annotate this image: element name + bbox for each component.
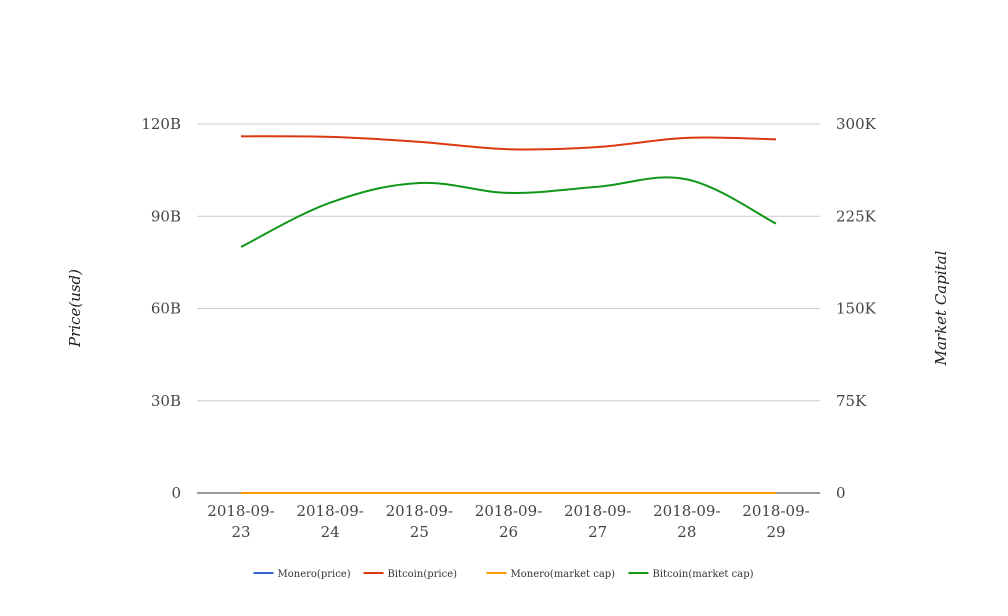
legend-label: Monero(market cap) [511, 569, 616, 580]
right-axis-ticks: 0 75K 150K 225K 300K [836, 115, 877, 502]
legend-label: Monero(price) [278, 569, 351, 580]
series-lines [240, 135, 777, 495]
legend-item-monero-market-cap[interactable]: Monero(market cap) [486, 569, 616, 580]
right-tick-label: 225K [836, 207, 877, 225]
series-line-bitcoin-market-cap [240, 176, 777, 248]
left-tick-label: 60B [151, 300, 181, 318]
right-axis-title: Market Capital [932, 250, 950, 366]
x-tick-label: 2018-09-29 [742, 502, 809, 541]
legend-label: Bitcoin(price) [388, 569, 458, 580]
x-tick-label: 2018-09-23 [207, 502, 274, 541]
x-tick-label: 2018-09-27 [564, 502, 631, 541]
gridlines [197, 123, 820, 402]
series-line-bitcoin-price [240, 135, 777, 151]
legend[interactable]: Monero(price) Bitcoin(price) Monero(market… [253, 569, 754, 580]
left-axis-ticks: 0 30B 60B 90B 120B [141, 115, 181, 502]
left-tick-label: 0 [171, 484, 181, 502]
x-axis-ticks: 2018-09-23 2018-09-24 2018-09-25 2018-09-26… [207, 502, 809, 541]
legend-label: Bitcoin(market cap) [653, 569, 754, 580]
legend-item-bitcoin-price[interactable]: Bitcoin(price) [363, 569, 458, 580]
left-tick-label: 120B [141, 115, 181, 133]
left-tick-label: 30B [151, 392, 181, 410]
x-tick-label: 2018-09-24 [296, 502, 363, 541]
right-tick-label: 0 [836, 484, 846, 502]
left-axis-title: Price(usd) [66, 269, 84, 348]
right-tick-label: 300K [836, 115, 877, 133]
legend-item-monero-price[interactable]: Monero(price) [253, 569, 351, 580]
left-tick-label: 90B [151, 207, 181, 225]
x-tick-label: 2018-09-25 [386, 502, 453, 541]
x-tick-label: 2018-09-26 [475, 502, 542, 541]
right-tick-label: 150K [836, 300, 877, 318]
x-tick-label: 2018-09-28 [653, 502, 720, 541]
right-tick-label: 75K [836, 392, 867, 410]
legend-item-bitcoin-market-cap[interactable]: Bitcoin(market cap) [628, 569, 754, 580]
